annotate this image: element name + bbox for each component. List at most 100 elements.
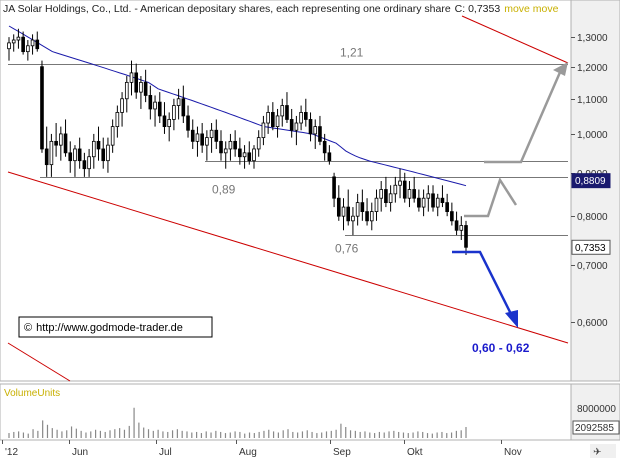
candle <box>431 185 435 212</box>
candle <box>26 40 30 61</box>
candle-body-up <box>73 148 77 162</box>
candle <box>176 88 181 120</box>
candle <box>219 130 223 161</box>
candle <box>318 115 322 146</box>
candle-body-up <box>299 112 303 124</box>
candle <box>289 108 294 138</box>
candle <box>247 141 252 165</box>
candle <box>271 102 275 131</box>
candle <box>54 123 58 157</box>
candle-body-down <box>336 197 341 217</box>
candle-body-up <box>398 180 402 186</box>
copyright-frame <box>18 316 213 338</box>
candle <box>379 181 384 212</box>
candle <box>148 85 153 120</box>
candle-body-down <box>322 140 327 154</box>
candle <box>129 60 134 96</box>
volume-tick-label: 8000000 <box>577 404 616 415</box>
candle-body-down <box>200 133 204 146</box>
candle <box>223 141 228 169</box>
candle-body-up <box>106 144 110 162</box>
candle <box>327 145 332 165</box>
candle-body-down <box>44 148 49 166</box>
candle-body-down <box>384 189 388 204</box>
candle-body-up <box>393 184 398 195</box>
candle-body-up <box>7 42 11 50</box>
y-tick-label: 0,8000 <box>577 212 608 223</box>
candle <box>238 137 242 165</box>
level-label: 1,21 <box>340 46 364 60</box>
candle <box>450 202 454 226</box>
candle-body-up <box>120 98 124 113</box>
candle <box>308 112 313 142</box>
candle-body-up <box>275 115 280 128</box>
candle-body-up <box>124 81 129 100</box>
logo-box <box>590 444 616 458</box>
candle <box>369 202 374 231</box>
candle <box>200 123 204 153</box>
candle-body-up <box>209 129 214 139</box>
candle <box>87 148 91 177</box>
candle-body-up <box>388 193 393 204</box>
copyright-box: © http://www.godmode-trader.de <box>18 316 213 338</box>
candle-body-down <box>190 129 195 142</box>
chart-title: JA Solar Holdings, Co., Ltd. - American … <box>3 3 451 15</box>
y-tick-label: 0,6000 <box>577 318 608 329</box>
candle-body-down <box>63 133 68 154</box>
candle-body-down <box>440 197 445 204</box>
candle-body-up <box>30 39 35 47</box>
candle <box>157 92 162 124</box>
target-zone-label: 0,60 - 0,62 <box>472 341 530 355</box>
candle-body-up <box>252 148 256 162</box>
candle <box>35 31 40 52</box>
candle <box>388 185 393 212</box>
candle <box>63 119 68 157</box>
candle-body-up <box>256 137 261 150</box>
candle-body-up <box>369 211 374 222</box>
candle <box>181 85 186 124</box>
candle <box>393 176 398 203</box>
candle-body-down <box>285 105 289 120</box>
candle-body-down <box>450 211 454 222</box>
candle-body-up <box>280 105 285 117</box>
level-label: 0,89 <box>212 183 236 197</box>
candle <box>124 76 129 113</box>
candle-body-up <box>421 197 426 208</box>
sideways-projection <box>464 177 518 218</box>
candle <box>426 185 431 212</box>
candle-body-down <box>21 36 25 53</box>
y-tick-label: 1,1000 <box>577 95 608 106</box>
candle-body-up <box>87 156 91 170</box>
volume-pane-label: VolumeUnits <box>4 388 60 399</box>
candle-body-up <box>223 148 228 154</box>
candle-body-down <box>40 66 44 150</box>
candle <box>242 145 247 169</box>
candle-body-down <box>143 81 148 96</box>
candle <box>398 168 402 199</box>
projection-arrows <box>452 62 568 328</box>
candle <box>313 119 318 149</box>
candle <box>30 34 35 55</box>
candle-body-down <box>464 225 468 248</box>
candle <box>16 28 21 49</box>
candle-body-down <box>271 112 275 128</box>
candle-body-down <box>82 160 87 170</box>
candle <box>153 95 157 127</box>
candle <box>195 126 200 157</box>
candle-body-down <box>68 152 73 162</box>
candle-body-down <box>247 152 252 162</box>
logo-icon: ✈ <box>593 447 601 458</box>
candle-body-down <box>402 180 407 199</box>
candle <box>346 189 351 226</box>
candle <box>285 92 289 124</box>
candle-body-down <box>54 140 58 146</box>
candle-body-down <box>346 206 351 222</box>
y-tick-label: 1,0000 <box>577 130 608 141</box>
candle <box>40 60 44 153</box>
candle <box>454 211 459 236</box>
candle-body-down <box>332 176 336 199</box>
x-tick-label: '12 <box>5 447 18 458</box>
candle <box>7 37 11 61</box>
move-label: move move <box>504 3 558 15</box>
